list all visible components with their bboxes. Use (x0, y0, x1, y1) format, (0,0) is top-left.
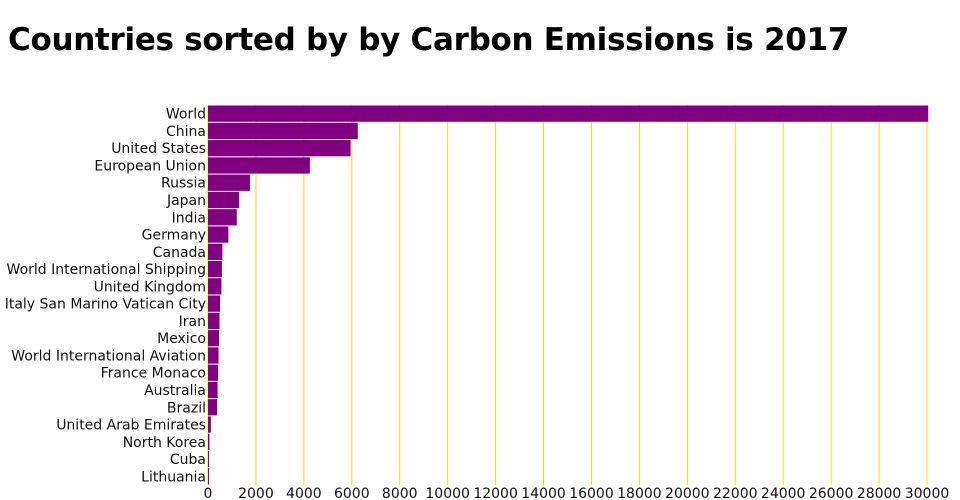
bar (208, 226, 229, 243)
category-label: Japan (166, 193, 206, 209)
category-label: European Union (94, 158, 206, 174)
chart-title: Countries sorted by by Carbon Emissions … (8, 22, 850, 58)
category-label: Germany (142, 228, 206, 244)
category-label: United Arab Emirates (56, 418, 206, 434)
bar (208, 468, 209, 485)
category-label: Canada (153, 245, 206, 261)
category-label: World International Aviation (11, 348, 206, 364)
x-tick-label: 24000 (761, 486, 806, 500)
x-tick-label: 20000 (665, 486, 710, 500)
bar (208, 330, 220, 347)
category-label: Russia (161, 176, 206, 192)
bar (208, 295, 220, 312)
bar (208, 278, 222, 295)
x-tick-label: 18000 (617, 486, 662, 500)
category-label: United Kingdom (94, 279, 206, 295)
x-tick-label: 12000 (473, 486, 518, 500)
bar (208, 433, 210, 450)
x-tick-label: 10000 (425, 486, 470, 500)
category-label: World (166, 107, 206, 123)
category-label: Lithuania (141, 469, 206, 485)
bar (208, 122, 358, 140)
bar (208, 399, 218, 416)
bar (208, 260, 222, 278)
bar (208, 243, 223, 260)
x-tick-label: 16000 (569, 486, 614, 500)
category-label: Brazil (167, 400, 206, 416)
x-tick-label: 14000 (521, 486, 566, 500)
bar (208, 140, 351, 157)
bar (208, 191, 240, 209)
bar (208, 157, 310, 174)
bar (208, 347, 219, 364)
bar (208, 174, 250, 191)
bar (208, 105, 929, 122)
category-label: Iran (179, 314, 206, 330)
x-tick-label: 26000 (809, 486, 854, 500)
x-tick-label: 22000 (713, 486, 758, 500)
category-label: Australia (144, 383, 206, 399)
category-label: North Korea (123, 435, 206, 451)
x-tick-label: 2000 (238, 486, 274, 500)
category-label: United States (111, 141, 206, 157)
bar (208, 209, 237, 226)
category-label: India (172, 210, 206, 226)
category-label: World International Shipping (7, 262, 206, 278)
category-label: France Monaco (101, 366, 206, 382)
bar (208, 416, 211, 433)
bar (208, 364, 219, 381)
x-tick-label: 8000 (382, 486, 418, 500)
category-label: Mexico (157, 331, 206, 347)
x-tick-label: 0 (204, 486, 213, 500)
category-label: Cuba (170, 452, 206, 468)
bar (208, 381, 218, 399)
category-label: Italy San Marino Vatican City (5, 297, 206, 313)
x-tick-label: 4000 (286, 486, 322, 500)
x-tick-label: 28000 (857, 486, 902, 500)
bar (208, 450, 209, 468)
category-label: China (166, 124, 206, 140)
x-tick-label: 30000 (905, 486, 950, 500)
bar (208, 312, 220, 330)
x-tick-label: 6000 (334, 486, 370, 500)
